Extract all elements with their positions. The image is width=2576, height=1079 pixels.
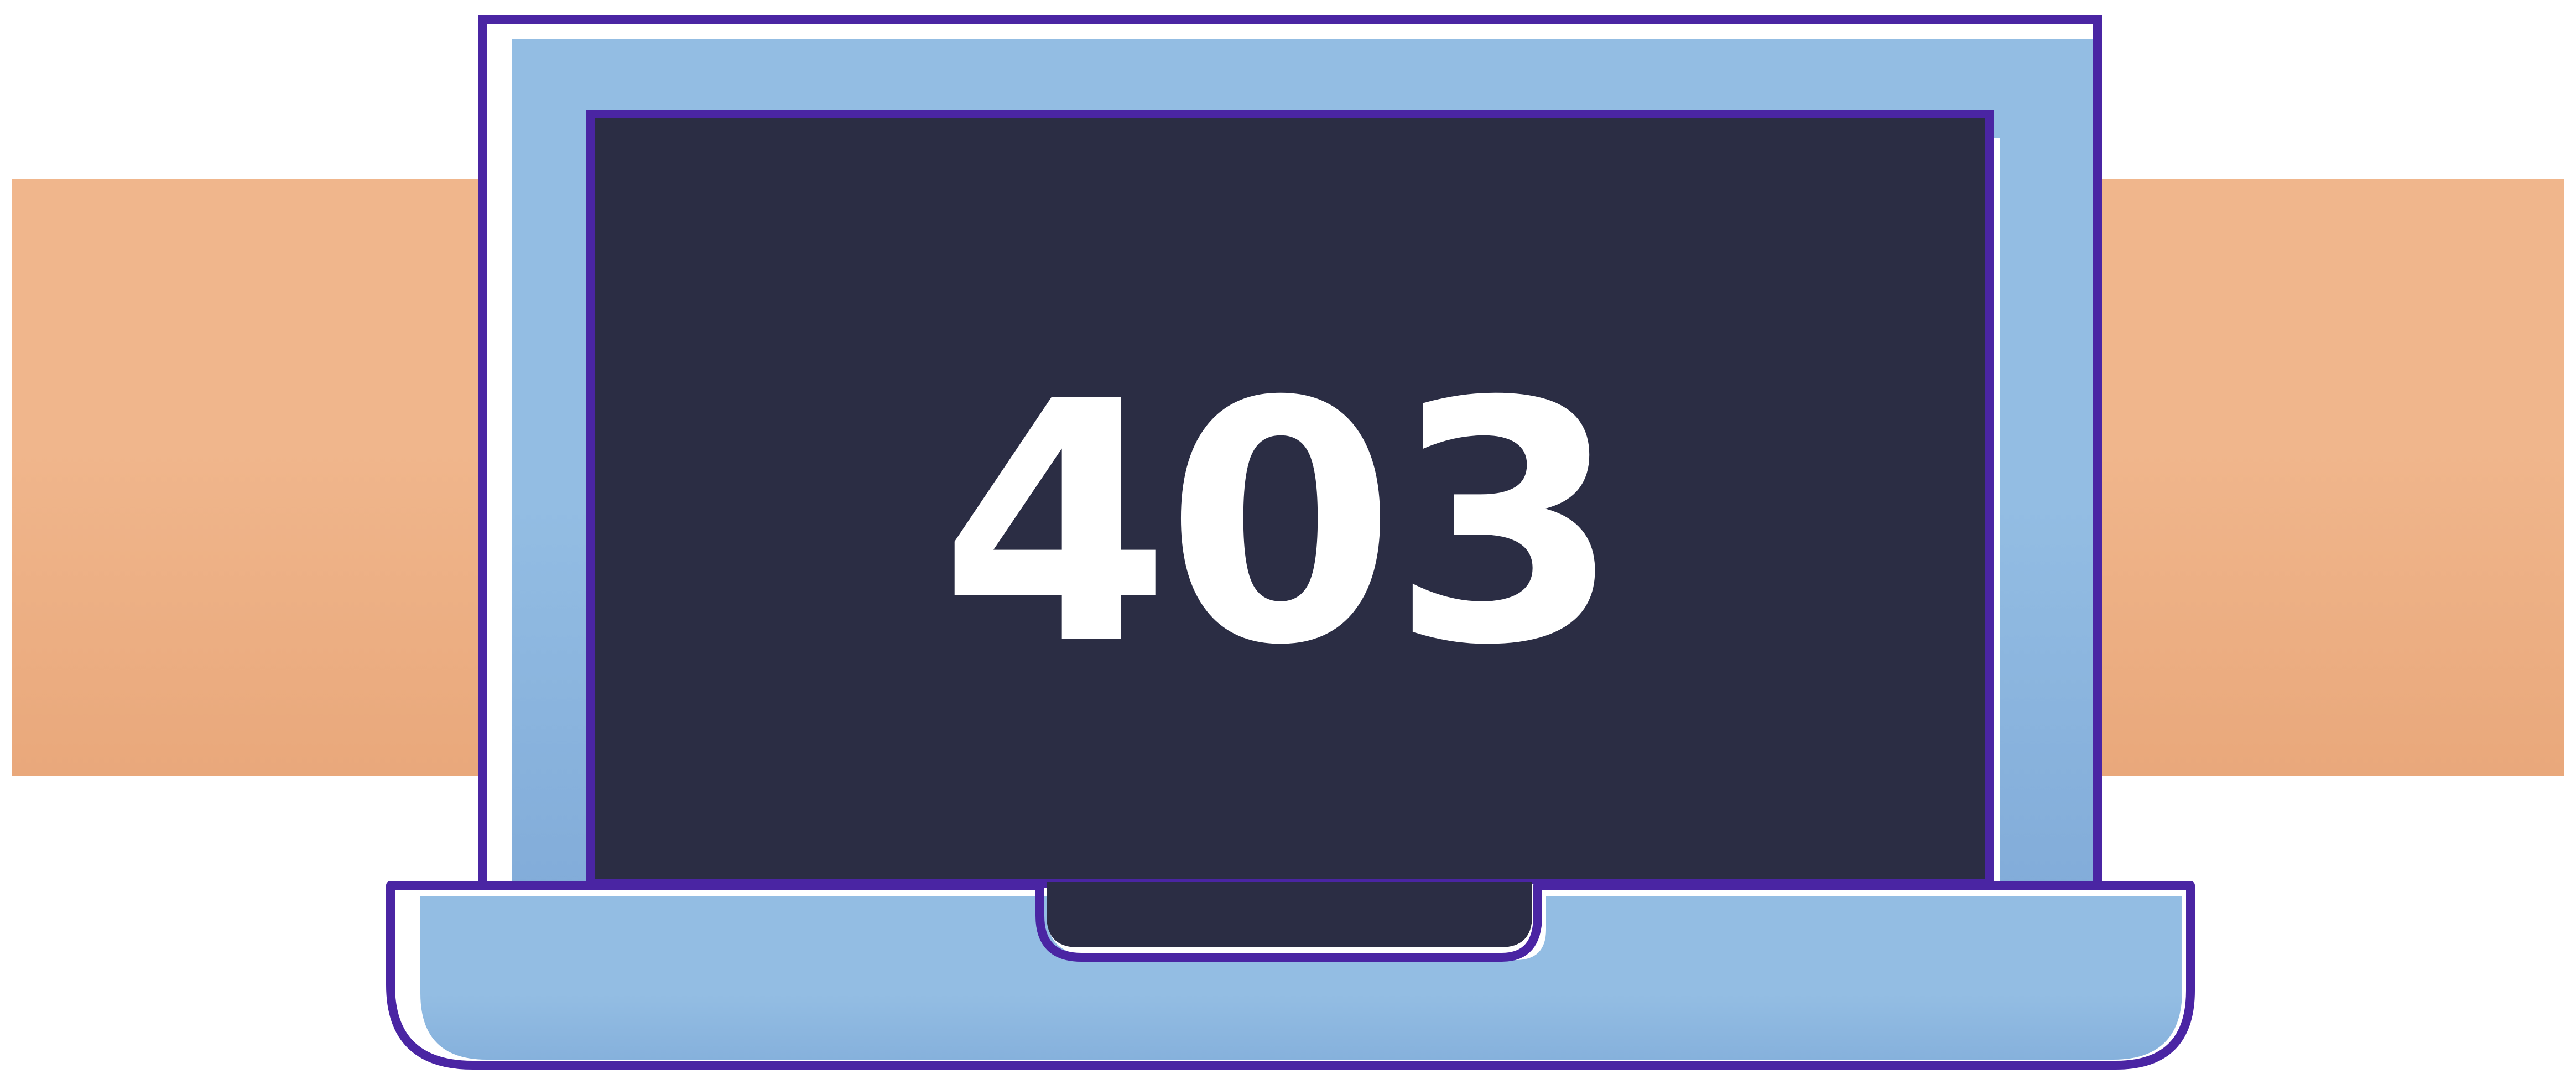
error-code: 403 [940,331,1616,718]
laptop-base [386,881,2195,1070]
